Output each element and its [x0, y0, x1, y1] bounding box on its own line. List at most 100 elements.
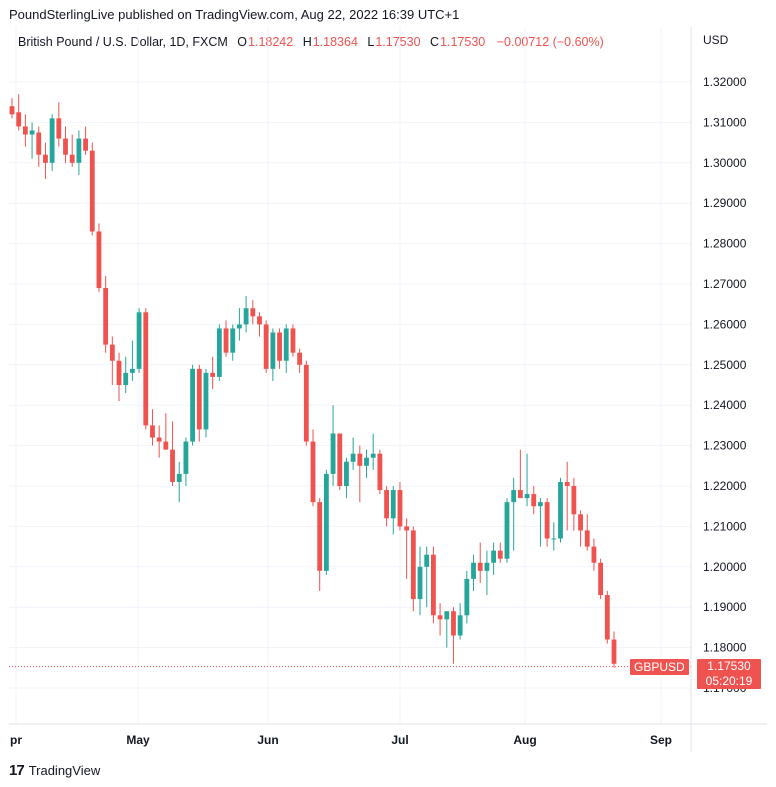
candle-body	[384, 490, 389, 519]
candle	[524, 453, 530, 507]
candle-body	[136, 312, 142, 369]
time-tick-label: Jul	[391, 733, 408, 747]
candle	[183, 437, 189, 486]
price-tick-label: 1.21000	[703, 519, 747, 533]
time-tick-label: pr	[10, 733, 22, 747]
candle-body	[571, 486, 577, 515]
candle	[163, 413, 169, 450]
candle	[69, 134, 75, 167]
candle	[424, 546, 430, 608]
candle	[237, 308, 242, 341]
candle-body	[404, 526, 410, 531]
candle	[203, 368, 209, 438]
candle-body	[170, 449, 175, 482]
candle-body	[83, 138, 88, 151]
candle	[190, 364, 196, 446]
candle-body	[424, 554, 430, 567]
candlestick-series	[9, 94, 617, 668]
candle	[283, 324, 289, 373]
candle-body	[223, 328, 229, 353]
candle-body	[156, 437, 162, 442]
candle-body	[317, 502, 323, 571]
candle-body	[303, 364, 309, 442]
candle	[243, 296, 249, 333]
price-axis: 1.32000 1.31000 1.30000 1.29000 1.28000 1.270…	[703, 75, 747, 695]
time-tick-label: Aug	[513, 733, 536, 747]
candle-body	[484, 562, 490, 571]
candle-body	[237, 324, 242, 329]
candle	[76, 130, 82, 175]
candle	[176, 461, 182, 503]
candle-body	[69, 154, 75, 163]
candle	[410, 526, 416, 612]
candle	[22, 114, 28, 147]
candle-body	[56, 118, 62, 139]
time-tick-label: May	[126, 733, 150, 747]
candle-body	[497, 550, 503, 559]
candle	[484, 550, 490, 596]
price-tick-label: 1.30000	[703, 156, 747, 170]
candle	[43, 142, 48, 179]
price-tick-label: 1.18000	[703, 641, 747, 655]
candle	[397, 481, 403, 531]
candle	[96, 223, 102, 293]
candle	[123, 356, 129, 394]
candle	[578, 510, 583, 547]
candle	[611, 631, 617, 668]
candle	[477, 542, 483, 583]
low-label: L	[367, 35, 375, 49]
candle-body	[350, 453, 356, 462]
candle-body	[377, 453, 383, 491]
candle	[357, 445, 363, 503]
candle-body	[123, 372, 129, 385]
price-tick-label: 1.19000	[703, 600, 747, 614]
candle	[337, 433, 343, 491]
candle	[196, 364, 202, 442]
price-tick-label: 1.22000	[703, 479, 747, 493]
candle-body	[491, 550, 497, 563]
candle	[103, 275, 109, 353]
candle	[584, 514, 590, 551]
candle	[551, 522, 557, 551]
candle	[457, 603, 463, 640]
candle	[116, 352, 122, 402]
candle	[83, 126, 88, 155]
candle-body	[364, 457, 369, 466]
open-label: O	[237, 35, 248, 49]
candle-body	[464, 578, 470, 616]
candle	[303, 360, 309, 446]
candle	[9, 98, 15, 119]
candle	[390, 486, 396, 535]
candle-body	[584, 530, 590, 547]
candle-body	[323, 473, 329, 571]
candle-body	[76, 138, 82, 163]
candle	[257, 312, 262, 337]
bar-countdown: 05:20:19	[705, 673, 753, 688]
candle-body	[243, 308, 249, 325]
candle	[531, 486, 537, 515]
candle	[544, 498, 550, 547]
candle-body	[49, 118, 55, 163]
candle-body	[410, 530, 416, 600]
candle-body	[564, 481, 570, 486]
candle-body	[116, 360, 122, 385]
candle	[170, 421, 175, 486]
candle	[417, 546, 423, 616]
candle	[323, 469, 329, 575]
candle-body	[598, 562, 604, 596]
candle-body	[277, 332, 282, 361]
candle-body	[257, 316, 262, 325]
candle-body	[210, 372, 216, 377]
candle-body	[22, 126, 28, 135]
price-tick-label: 1.31000	[703, 115, 747, 129]
time-axis: pr May Jun Jul Aug Sep	[10, 733, 672, 747]
candle	[29, 122, 35, 159]
candle	[290, 324, 296, 357]
candle	[430, 546, 436, 624]
chart-grid	[9, 27, 691, 724]
candle	[310, 429, 316, 507]
candle	[370, 433, 376, 470]
candle-body	[96, 231, 102, 289]
candle	[136, 308, 142, 373]
